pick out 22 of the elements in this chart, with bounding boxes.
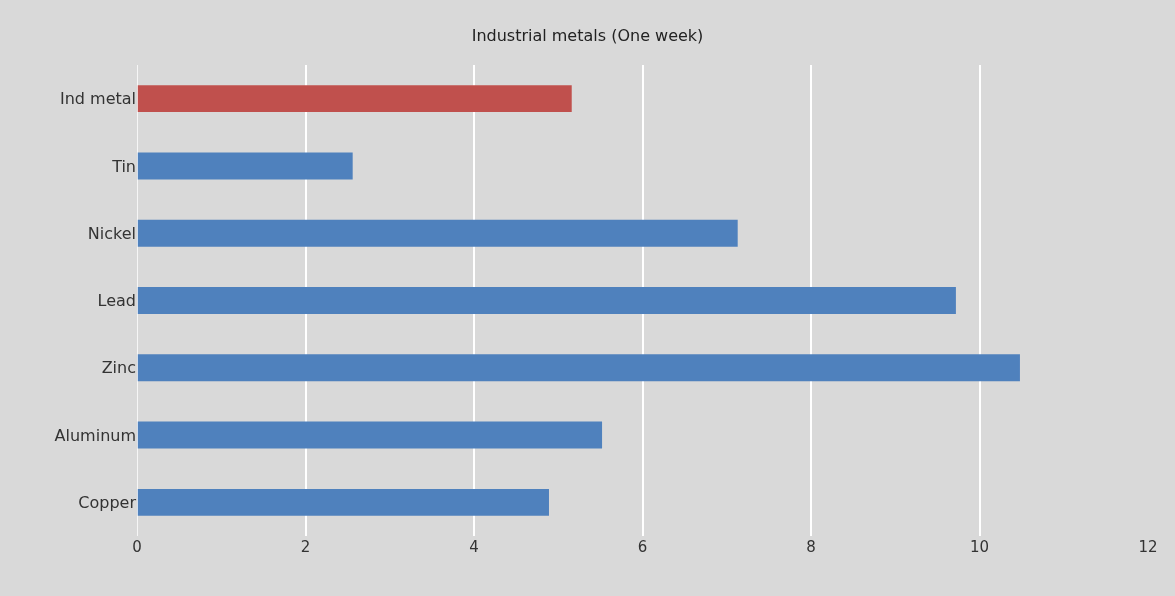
x-tick-label: 8: [806, 538, 816, 556]
bar: [137, 287, 956, 314]
y-tick-label: Copper: [78, 492, 137, 512]
y-tick-label: Zinc: [101, 358, 136, 378]
y-tick-label: Tin: [111, 156, 136, 176]
bar: [137, 219, 738, 247]
y-tick-label: Aluminum: [54, 425, 136, 445]
bar: [137, 152, 353, 180]
x-tick-label: 4: [469, 538, 479, 556]
bar: [137, 421, 603, 449]
x-tick-label: 10: [969, 538, 990, 556]
x-tick-label: 2: [300, 538, 311, 556]
x-tick-label: 0: [132, 538, 142, 556]
y-tick-label: Ind metal: [59, 89, 136, 109]
y-tick-label: Lead: [97, 291, 136, 311]
chart-title: Industrial metals (One week): [471, 26, 704, 45]
x-tick-label: 12: [1138, 538, 1158, 556]
bar: [137, 354, 1020, 382]
y-tick-label: Nickel: [87, 223, 136, 243]
bar: [137, 488, 549, 516]
x-tick-label: 6: [637, 538, 648, 556]
bar: [137, 85, 572, 113]
